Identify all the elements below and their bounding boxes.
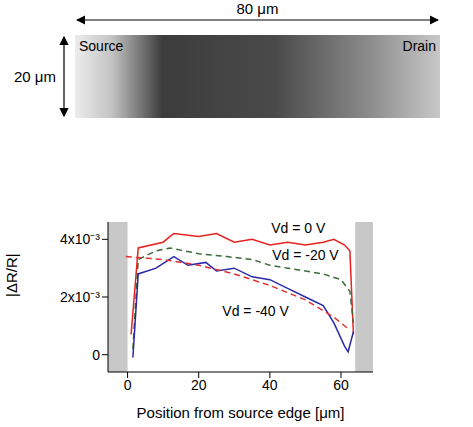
svg-text:Source: Source bbox=[79, 38, 124, 54]
svg-text:60: 60 bbox=[333, 377, 349, 393]
svg-text:20: 20 bbox=[191, 377, 207, 393]
svg-text:0: 0 bbox=[124, 377, 132, 393]
svg-text:40: 40 bbox=[262, 377, 278, 393]
svg-text:Vd = -40 V: Vd = -40 V bbox=[222, 303, 289, 319]
svg-text:20 μm: 20 μm bbox=[14, 68, 56, 85]
svg-text:2x10⁻³: 2x10⁻³ bbox=[60, 289, 100, 305]
svg-text:|ΔR/R|: |ΔR/R| bbox=[3, 253, 20, 297]
svg-text:4x10⁻³: 4x10⁻³ bbox=[60, 231, 100, 247]
svg-text:Vd = -20 V: Vd = -20 V bbox=[272, 247, 339, 263]
svg-text:80 μm: 80 μm bbox=[237, 0, 279, 17]
svg-text:Position from source edge [μm]: Position from source edge [μm] bbox=[137, 404, 345, 421]
svg-text:Drain: Drain bbox=[403, 38, 436, 54]
svg-text:Vd = 0 V: Vd = 0 V bbox=[271, 220, 326, 236]
svg-text:0: 0 bbox=[92, 347, 100, 363]
